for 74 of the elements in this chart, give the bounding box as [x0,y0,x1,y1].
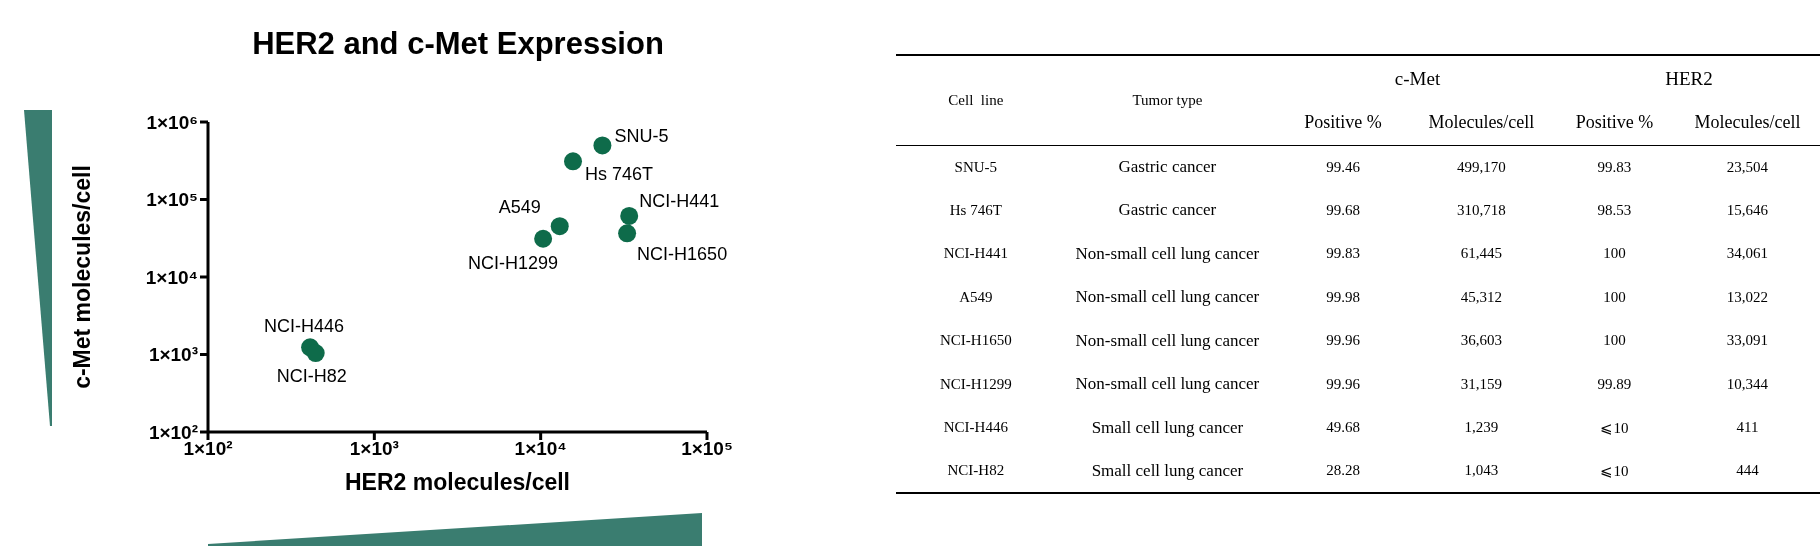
annotation: NCI-H441 [639,190,720,211]
text: ⩽10 [1599,418,1630,438]
text: Small cell lung cancer [1090,416,1245,439]
text: HER2 [1664,66,1714,91]
text: Molecules/cell [1406,101,1556,145]
x-axis-title: HER2 molecules/cell [345,469,570,495]
text: NCI-H441 [942,244,1009,264]
text: 99.83 [1596,157,1633,177]
text: 99.89 [1596,374,1633,394]
annotation: A549 [498,196,541,217]
annotation: NCI-H1650 [637,244,728,265]
text: Hs 746T [948,200,1003,220]
text: 99.68 [1325,200,1361,220]
text: NCI-H446 [942,418,1009,438]
annotation: NCI-H1299 [468,253,559,274]
text: Gastric cancer [1117,199,1218,222]
y-axis-title: c-Met molecules/cell [69,165,96,389]
text: 1,043 [1463,461,1500,481]
text: Non-small cell lung cancer [1074,329,1261,352]
x-tick-label: 1×10³ [349,438,399,460]
y-tick-label: 1×10⁵ [146,189,198,211]
text: SNU-5 [953,157,999,177]
text: 499,170 [1456,157,1507,177]
text: NCI-H1299 [939,374,1013,394]
y-tick-label: 1×10⁶ [146,111,198,133]
y-tick-label: 1×10⁴ [145,266,198,288]
annotation: NCI-H446 [264,316,345,337]
text: ⩽10 [1599,461,1630,481]
text: Cell line [896,55,1056,145]
text: 100 [1602,244,1627,264]
text: Positive % [1279,101,1407,145]
text: 1,239 [1463,418,1500,438]
text: c-Met [1393,66,1442,91]
text: 100 [1602,331,1627,351]
text: 61,445 [1459,244,1503,264]
text: 36,603 [1459,331,1503,351]
text: Non-small cell lung cancer [1074,373,1261,396]
text: 99.98 [1325,287,1361,307]
text: 100 [1602,287,1627,307]
text: 98.53 [1596,200,1633,220]
text: 99.83 [1325,244,1361,264]
x-tick-label: 1×10⁵ [681,438,733,460]
annotation: NCI-H82 [276,365,347,386]
text: Non-small cell lung cancer [1074,242,1261,265]
text: 49.68 [1325,418,1361,438]
text: 31,159 [1459,374,1503,394]
text: NCI-H82 [946,461,1006,481]
text: 444 [1735,461,1760,481]
text: 99.46 [1325,157,1361,177]
text: 411 [1735,418,1760,438]
annotation: SNU-5 [614,126,669,147]
text: NCI-H1650 [939,331,1013,351]
text: 28.28 [1325,461,1361,481]
text: 13,022 [1725,287,1770,307]
text: Non-small cell lung cancer [1074,286,1261,309]
text: Gastric cancer [1117,156,1218,178]
text: 23,504 [1725,157,1770,177]
text: 10,344 [1725,374,1770,394]
text: 34,061 [1725,244,1770,264]
text: 99.96 [1325,331,1361,351]
text: Positive % [1555,101,1673,145]
y-tick-label: 1×10³ [148,344,198,366]
text: 99.96 [1325,374,1361,394]
text: 15,646 [1725,200,1770,220]
text: 33,091 [1725,331,1770,351]
annotation: Hs 746T [585,164,654,185]
text: A549 [958,287,994,307]
text: Tumor type [1055,55,1280,145]
x-tick-label: 1×10⁴ [514,438,567,460]
chart-title: HER2 and c-Met Expression [251,26,665,62]
text: Small cell lung cancer [1090,459,1245,482]
text: 310,718 [1456,200,1507,220]
text: Molecules/cell [1672,101,1820,145]
text: 45,312 [1459,287,1503,307]
